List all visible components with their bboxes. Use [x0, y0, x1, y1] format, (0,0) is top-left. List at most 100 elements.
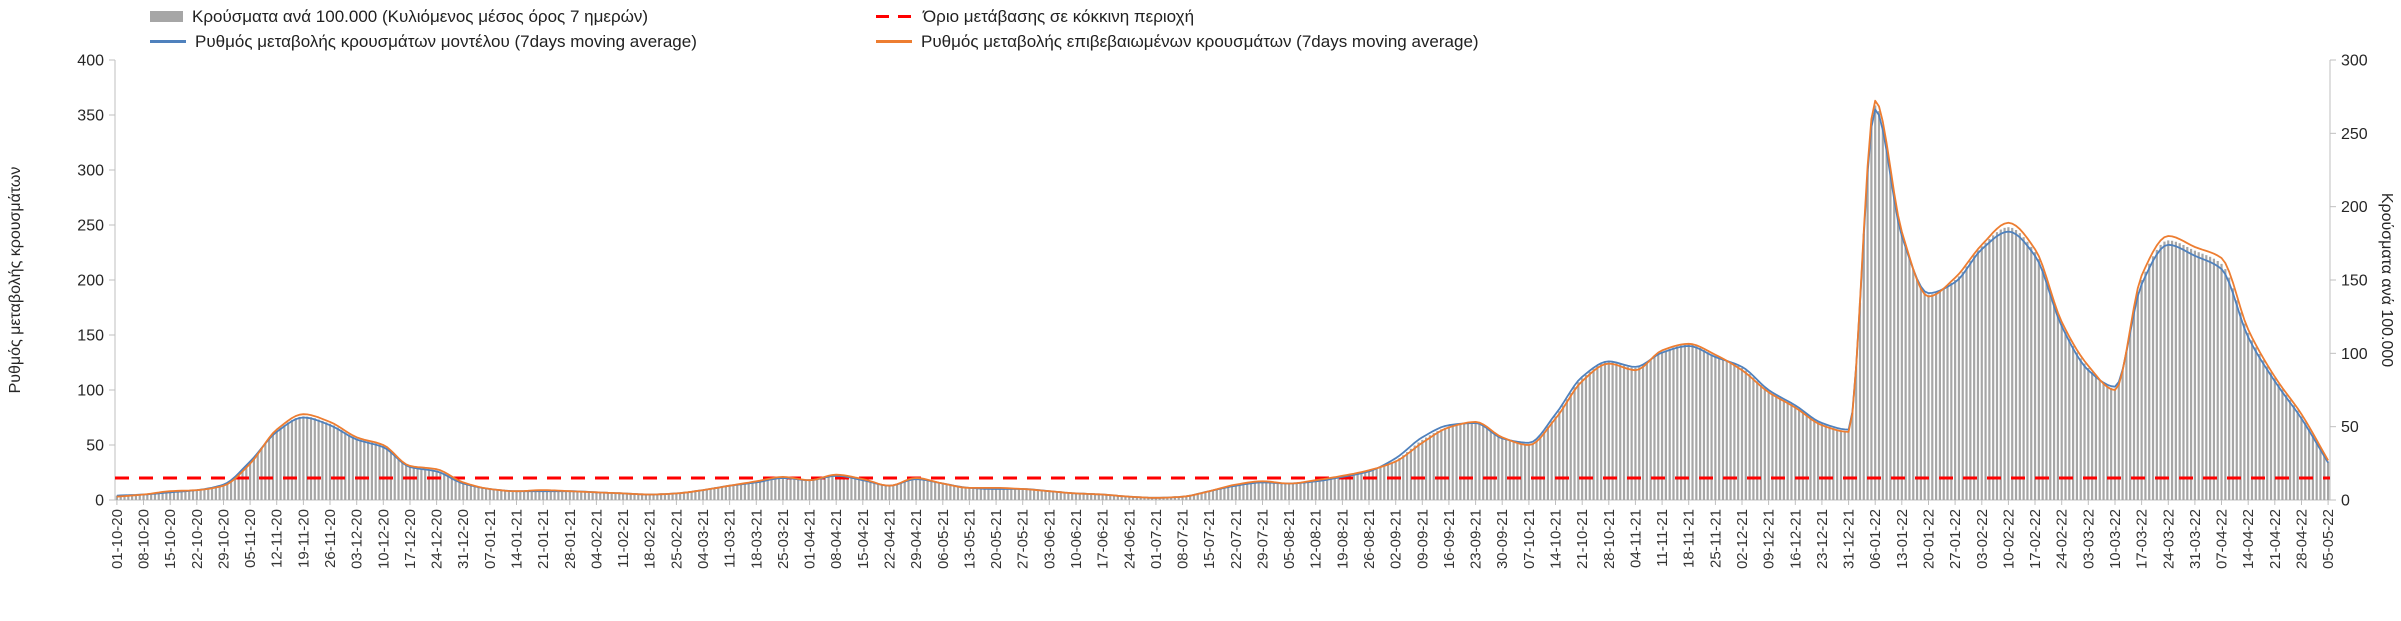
bar — [949, 485, 952, 500]
bar — [1999, 229, 2002, 500]
bar — [2072, 346, 2075, 500]
bar — [1451, 425, 1454, 500]
bar — [1634, 368, 1637, 500]
legend-label-model-line: Ρυθμός μεταβολής κρουσμάτων μοντέλου (7d… — [195, 31, 697, 51]
x-tick-label: 28-01-21 — [562, 509, 579, 569]
bar — [138, 494, 141, 500]
bar — [1828, 426, 1831, 500]
bar — [1676, 346, 1679, 500]
bar — [504, 490, 507, 500]
bar — [2288, 399, 2292, 500]
bar — [1562, 405, 1565, 500]
bar — [446, 475, 450, 500]
bar — [313, 418, 316, 500]
y-tick-label-left: 0 — [95, 493, 104, 510]
threshold-legend-swatch — [876, 15, 914, 18]
bar — [309, 417, 313, 500]
bar — [2163, 241, 2166, 500]
bar — [256, 453, 259, 500]
bar — [1166, 497, 1169, 500]
x-tick-label: 31-12-21 — [1841, 509, 1858, 569]
bar — [561, 491, 564, 500]
bar — [1885, 146, 1888, 500]
bar — [1196, 494, 1199, 500]
bar — [599, 492, 602, 500]
bar — [1782, 400, 1785, 500]
bar — [2189, 248, 2193, 500]
bar — [363, 440, 366, 500]
bar — [1759, 385, 1763, 500]
bar — [660, 493, 663, 500]
bar — [1915, 279, 1919, 500]
bar — [1234, 485, 1237, 500]
bar — [1192, 495, 1196, 500]
bar — [1006, 488, 1009, 500]
bar — [766, 480, 769, 500]
bar — [2052, 303, 2056, 500]
x-tick-label: 28-04-22 — [2294, 509, 2311, 569]
bar — [2148, 263, 2151, 500]
bar — [1307, 482, 1310, 500]
bar — [1527, 444, 1530, 500]
bar — [583, 492, 587, 500]
x-tick-label: 27-01-22 — [1947, 509, 1964, 569]
bar — [1581, 378, 1584, 500]
x-tick-label: 03-06-21 — [1041, 509, 1058, 569]
x-tick-label: 12-08-21 — [1308, 509, 1325, 569]
bar — [1219, 488, 1222, 500]
bar — [2022, 237, 2025, 500]
bar — [1356, 473, 1359, 500]
bar — [1546, 426, 1549, 500]
bar — [2178, 243, 2181, 501]
bar — [1425, 437, 1428, 500]
bar — [157, 492, 160, 500]
bar — [2045, 279, 2048, 500]
bar — [1980, 246, 1983, 500]
bar — [1973, 255, 1976, 500]
bar — [835, 475, 838, 500]
bar — [2209, 256, 2212, 500]
bar — [1619, 364, 1622, 500]
bar — [1592, 368, 1595, 500]
bar — [987, 488, 990, 500]
bar — [911, 478, 914, 500]
x-tick-label: 20-05-21 — [988, 509, 1005, 569]
bar — [595, 492, 598, 500]
bar — [1044, 490, 1047, 500]
bar — [268, 438, 271, 500]
x-tick-label: 04-02-21 — [588, 509, 605, 569]
bar — [1653, 356, 1656, 500]
bar — [1862, 233, 1865, 500]
bar — [2018, 233, 2021, 500]
x-tick-label: 11-03-21 — [722, 509, 739, 568]
model-line-legend-swatch — [150, 40, 186, 43]
bar — [298, 416, 301, 500]
bar — [1931, 294, 1934, 500]
bar — [621, 492, 625, 500]
bar — [1455, 424, 1458, 500]
bar — [321, 420, 324, 500]
bar — [210, 487, 214, 500]
bar — [1718, 357, 1721, 500]
bar — [2292, 405, 2295, 500]
bar — [1520, 443, 1523, 500]
x-tick-label: 14-01-21 — [509, 509, 526, 569]
bar — [1101, 494, 1104, 500]
bar — [1896, 217, 1900, 500]
bar — [150, 493, 153, 500]
bar — [465, 483, 469, 500]
bar — [260, 448, 263, 500]
bar — [728, 485, 731, 500]
bar — [1052, 491, 1055, 500]
bar — [1756, 381, 1759, 500]
bar — [1691, 344, 1694, 500]
bar — [732, 484, 735, 500]
bar — [2250, 340, 2254, 500]
bar — [488, 488, 491, 500]
bar — [903, 480, 906, 500]
bar — [389, 450, 393, 500]
bar — [1071, 492, 1074, 500]
bar — [2285, 394, 2288, 500]
bar — [1367, 470, 1371, 500]
bar — [344, 432, 347, 500]
